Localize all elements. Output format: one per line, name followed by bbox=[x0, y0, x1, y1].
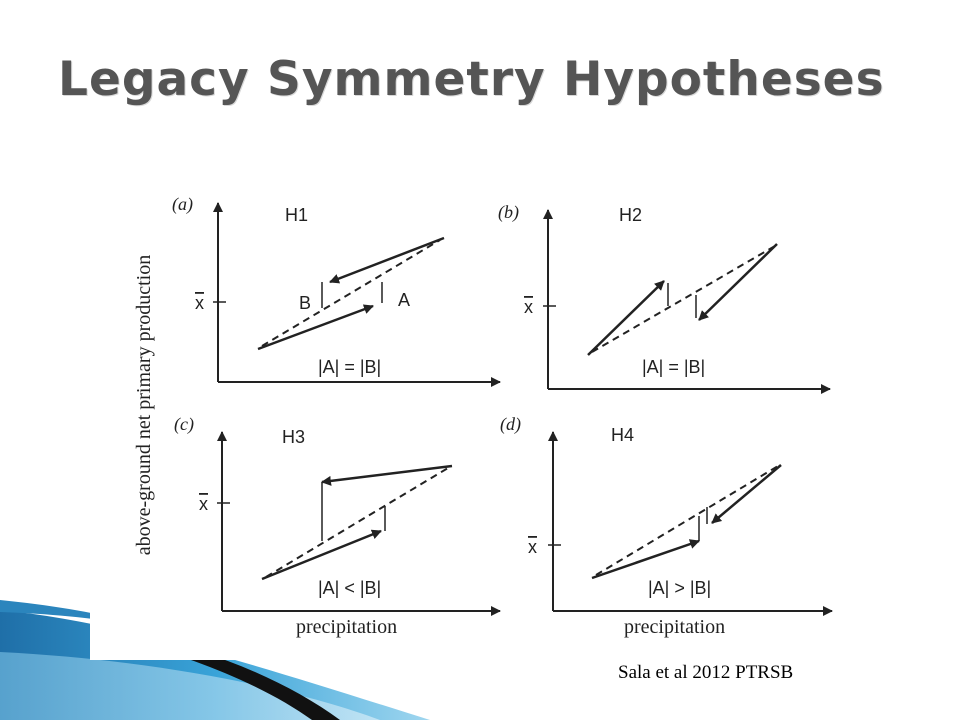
arrow-a bbox=[711, 464, 782, 524]
panel-a-label-a: A bbox=[398, 290, 410, 310]
x-axis-label-right: precipitation bbox=[624, 616, 725, 638]
panel-a-relation: |A| = |B| bbox=[318, 357, 381, 377]
panel-a-name: H1 bbox=[285, 205, 308, 225]
panel-d-relation: |A| > |B| bbox=[648, 578, 711, 598]
figure-background bbox=[90, 182, 860, 660]
arrow-a bbox=[698, 243, 778, 321]
arrow-a bbox=[329, 236, 445, 284]
panel-d-name: H4 bbox=[611, 425, 634, 445]
panel-a-letter: (a) bbox=[172, 194, 193, 215]
y-axis-label: above-ground net primary production bbox=[133, 255, 155, 555]
panel-d-letter: (d) bbox=[500, 414, 521, 435]
x-axis-label-left: precipitation bbox=[296, 616, 397, 638]
arrow-b bbox=[257, 304, 374, 351]
panel-a-label-b: B bbox=[299, 293, 311, 313]
panel-b-mean-label: x bbox=[524, 297, 533, 317]
arrow-b bbox=[261, 529, 382, 581]
panel-b-letter: (b) bbox=[498, 202, 519, 223]
panel-a-mean-label: x bbox=[195, 293, 204, 313]
panel-b-name: H2 bbox=[619, 205, 642, 225]
citation: Sala et al 2012 PTRSB bbox=[618, 662, 794, 683]
panel-c-relation: |A| < |B| bbox=[318, 578, 381, 598]
panel-d-mean-label: x bbox=[528, 537, 537, 557]
panel-c-mean-label: x bbox=[199, 494, 208, 514]
panel-d bbox=[548, 431, 833, 616]
arrow-b bbox=[587, 280, 665, 356]
slide-title: Legacy Symmetry Hypotheses bbox=[58, 52, 885, 107]
panel-c-letter: (c) bbox=[174, 414, 194, 435]
panel-a bbox=[213, 202, 501, 387]
arrow-b bbox=[591, 539, 700, 580]
trend-dashed-line bbox=[261, 239, 441, 347]
arrow-a bbox=[321, 464, 453, 486]
panel-c bbox=[217, 431, 501, 616]
panel-b bbox=[543, 209, 831, 394]
panel-c-name: H3 bbox=[282, 427, 305, 447]
panel-b-relation: |A| = |B| bbox=[642, 357, 705, 377]
